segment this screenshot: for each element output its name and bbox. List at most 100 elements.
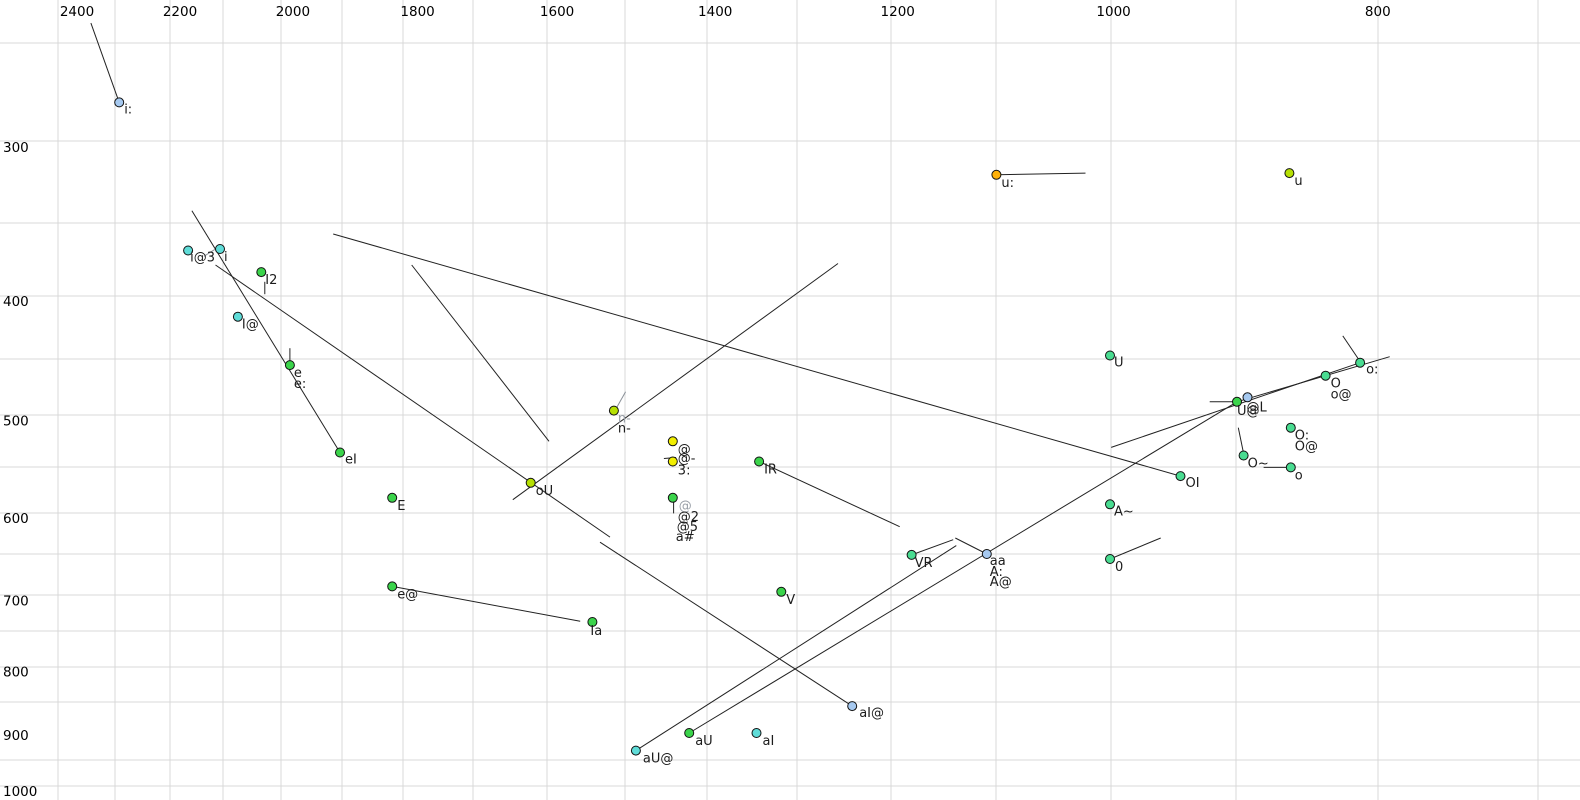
data-point-U@ bbox=[1232, 396, 1242, 407]
point-label-o-long: o: bbox=[1366, 363, 1378, 378]
x-tick-label: 1400 bbox=[698, 4, 732, 20]
connector-line bbox=[996, 172, 1086, 176]
data-point-E bbox=[387, 492, 398, 503]
point-label-A~: A~ bbox=[1114, 504, 1134, 519]
data-points-layer bbox=[114, 97, 1366, 756]
x-tick-label: 1600 bbox=[540, 4, 574, 20]
point-label-I@: I@ bbox=[242, 318, 259, 333]
axis-tick-labels-layer: 2400 2200 2000 1800 1600 1400 1200 1000 800 300 40… bbox=[3, 4, 1391, 800]
data-point-o-long bbox=[1355, 357, 1366, 368]
x-tick-label: 1000 bbox=[1096, 4, 1130, 20]
point-label-@2: @5 bbox=[677, 520, 698, 535]
data-point-aI bbox=[751, 728, 762, 738]
point-label-O-long: O: bbox=[1295, 429, 1309, 444]
data-point-o bbox=[1285, 462, 1296, 473]
connector-line bbox=[635, 545, 957, 752]
x-tick-label: 2200 bbox=[163, 4, 197, 20]
x-tick-label: 1800 bbox=[400, 4, 434, 20]
data-point-i-long bbox=[114, 97, 125, 108]
point-label-aI@: aI@ bbox=[859, 706, 884, 721]
connector-line bbox=[1237, 427, 1245, 454]
data-point-3-long bbox=[667, 456, 678, 467]
data-point-O bbox=[1320, 370, 1331, 381]
point-label-aU: aU bbox=[695, 734, 712, 749]
data-point-e@ bbox=[387, 581, 398, 592]
point-label-@L: @L bbox=[1247, 400, 1268, 415]
connector-line bbox=[758, 461, 900, 528]
y-tick-label: 1000 bbox=[3, 784, 37, 800]
data-point-I2 bbox=[256, 267, 267, 278]
y-tick-label: 500 bbox=[3, 413, 29, 429]
y-tick-label: 900 bbox=[3, 728, 29, 744]
y-tick-label: 300 bbox=[3, 140, 29, 156]
connector-line bbox=[215, 264, 611, 538]
point-label-e@: e@ bbox=[397, 587, 418, 602]
point-label-O~: O~ bbox=[1248, 457, 1269, 472]
connector-line bbox=[392, 585, 581, 622]
point-label-0: 0 bbox=[1115, 560, 1123, 575]
data-point-aU bbox=[684, 728, 695, 738]
x-tick-label: 2400 bbox=[60, 4, 94, 20]
point-label-V: V bbox=[786, 593, 795, 608]
point-label-aa: A: bbox=[990, 565, 1003, 580]
connector-line bbox=[1109, 537, 1161, 560]
data-point-O~ bbox=[1238, 450, 1249, 461]
connector-line bbox=[203, 248, 216, 257]
data-point-n- bbox=[608, 405, 619, 416]
point-label-@2: a# bbox=[676, 530, 695, 545]
point-label-oU: oU bbox=[536, 484, 553, 499]
data-point-e-long bbox=[284, 360, 295, 371]
x-tick-label: 800 bbox=[1365, 4, 1391, 20]
y-tick-label: 600 bbox=[3, 511, 29, 527]
connector-line bbox=[191, 210, 341, 453]
data-point-aa bbox=[981, 549, 992, 559]
data-point-OI bbox=[1175, 471, 1186, 482]
point-label-e-long: e bbox=[294, 366, 302, 381]
point-label-u: u bbox=[1294, 174, 1302, 189]
point-label-aa: aa bbox=[990, 554, 1006, 569]
point-label-o: o bbox=[1295, 468, 1303, 483]
data-point-I@ bbox=[232, 311, 243, 322]
connector-line bbox=[615, 391, 627, 409]
connector-line bbox=[512, 263, 839, 501]
point-label-VR: VR bbox=[915, 556, 933, 571]
connector-line bbox=[599, 541, 853, 707]
data-point-@2 bbox=[667, 492, 678, 503]
data-point-U bbox=[1105, 350, 1115, 361]
point-label-E: E bbox=[397, 499, 405, 514]
y-tick-label: 400 bbox=[3, 294, 29, 310]
y-tick-label: 700 bbox=[3, 593, 29, 609]
point-label-U: U bbox=[1114, 356, 1124, 371]
connector-line bbox=[1342, 335, 1361, 362]
point-label-OI: OI bbox=[1186, 476, 1200, 491]
point-label-i: i bbox=[224, 250, 228, 265]
point-label-U@: U@ bbox=[1237, 404, 1260, 419]
data-point-i@3 bbox=[183, 245, 194, 256]
data-point-0 bbox=[1105, 554, 1115, 564]
point-labels-layer: i:i@3 iI2I@ee:eIEe@oUn-n-@@-3:@@2@5a#IRVI… bbox=[124, 102, 1378, 766]
point-label-aU@: aU@ bbox=[643, 752, 673, 767]
point-label-aI: aI bbox=[763, 734, 775, 749]
point-label-@2: @ bbox=[679, 499, 692, 514]
point-label-3-long: @- bbox=[678, 452, 696, 467]
point-label-O: O bbox=[1331, 377, 1341, 392]
data-point-VR bbox=[906, 549, 917, 560]
data-point-IR bbox=[754, 456, 765, 467]
data-point-A~ bbox=[1105, 499, 1115, 510]
point-label-u-long: u: bbox=[1001, 176, 1014, 191]
connector-line bbox=[911, 539, 954, 556]
y-tick-label: 800 bbox=[3, 665, 29, 681]
data-point-u-long bbox=[991, 169, 1002, 180]
point-label-@: @ bbox=[678, 442, 691, 457]
data-point-V bbox=[776, 586, 787, 597]
data-point-aU@ bbox=[630, 745, 641, 756]
point-label-n-: n- bbox=[618, 422, 631, 437]
point-label-aa: A@ bbox=[990, 575, 1012, 590]
point-label-n-: n- bbox=[618, 412, 631, 427]
connector-line bbox=[333, 233, 1181, 477]
connector-line bbox=[688, 401, 1238, 734]
point-label-3-long: 3: bbox=[678, 464, 691, 479]
